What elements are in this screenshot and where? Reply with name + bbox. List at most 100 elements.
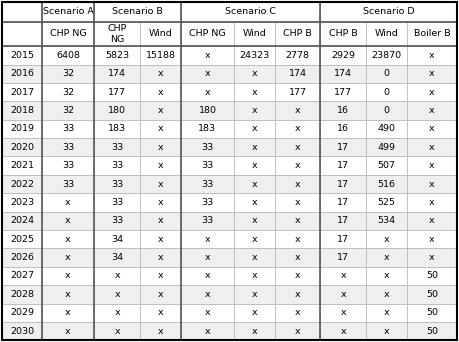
Bar (95, 230, 140, 248)
Bar (234, 322, 275, 340)
Bar (42, 22, 95, 46)
Bar (366, 175, 407, 193)
Bar (42, 156, 95, 175)
Text: x: x (65, 235, 71, 244)
Text: 490: 490 (378, 124, 396, 133)
Bar (95, 303, 140, 322)
Bar (407, 175, 457, 193)
Bar (2, 156, 42, 175)
Text: 5823: 5823 (105, 51, 129, 60)
Bar (275, 175, 320, 193)
Bar (234, 285, 275, 303)
Bar (320, 248, 366, 267)
Text: x: x (252, 290, 257, 299)
Bar (42, 248, 95, 267)
Bar (95, 193, 140, 212)
Bar (407, 120, 457, 138)
Bar (2, 156, 42, 175)
Bar (320, 83, 366, 101)
Text: x: x (158, 198, 163, 207)
Bar (234, 212, 275, 230)
Text: 2019: 2019 (10, 124, 34, 133)
Bar (42, 248, 95, 267)
Text: x: x (295, 253, 301, 262)
Text: 33: 33 (202, 143, 213, 152)
Bar (407, 83, 457, 101)
Bar (407, 46, 457, 65)
Bar (2, 120, 42, 138)
Bar (181, 285, 234, 303)
Bar (42, 322, 95, 340)
Bar (320, 285, 366, 303)
Bar (140, 285, 181, 303)
Text: 33: 33 (62, 143, 74, 152)
Bar (2, 175, 42, 193)
Bar (42, 65, 95, 83)
Bar (366, 322, 407, 340)
Text: x: x (65, 198, 71, 207)
Bar (42, 230, 95, 248)
Bar (234, 120, 275, 138)
Bar (42, 267, 95, 285)
Bar (275, 193, 320, 212)
Bar (320, 212, 366, 230)
Text: 180: 180 (108, 106, 126, 115)
Bar (407, 230, 457, 248)
Bar (320, 156, 366, 175)
Text: 32: 32 (62, 106, 74, 115)
Bar (407, 285, 457, 303)
Text: 32: 32 (62, 88, 74, 97)
Bar (320, 2, 457, 22)
Text: CHP NG: CHP NG (189, 29, 226, 38)
Bar (366, 193, 407, 212)
Bar (275, 156, 320, 175)
Bar (42, 193, 95, 212)
Bar (140, 22, 181, 46)
Text: x: x (252, 216, 257, 225)
Text: x: x (295, 290, 301, 299)
Text: x: x (429, 143, 435, 152)
Text: x: x (295, 272, 301, 280)
Bar (320, 230, 366, 248)
Text: x: x (158, 180, 163, 188)
Text: 177: 177 (334, 88, 353, 97)
Bar (2, 46, 42, 65)
Bar (181, 2, 320, 22)
Bar (140, 83, 181, 101)
Bar (234, 138, 275, 156)
Text: x: x (114, 290, 120, 299)
Bar (181, 65, 234, 83)
Bar (140, 46, 181, 65)
Text: 16: 16 (337, 124, 349, 133)
Text: x: x (252, 161, 257, 170)
Bar (95, 138, 140, 156)
Bar (95, 322, 140, 340)
Bar (320, 193, 366, 212)
Text: x: x (252, 124, 257, 133)
Bar (2, 230, 42, 248)
Bar (181, 46, 234, 65)
Text: x: x (341, 272, 346, 280)
Bar (320, 322, 366, 340)
Bar (42, 193, 95, 212)
Bar (95, 2, 181, 22)
Text: x: x (252, 308, 257, 317)
Text: 2028: 2028 (10, 290, 34, 299)
Text: 525: 525 (378, 198, 396, 207)
Bar (275, 138, 320, 156)
Bar (234, 267, 275, 285)
Text: 50: 50 (426, 308, 438, 317)
Text: x: x (384, 235, 390, 244)
Bar (275, 212, 320, 230)
Text: x: x (252, 272, 257, 280)
Bar (2, 65, 42, 83)
Bar (320, 46, 366, 65)
Text: x: x (205, 69, 210, 78)
Bar (366, 22, 407, 46)
Bar (275, 230, 320, 248)
Text: x: x (158, 143, 163, 152)
Bar (2, 248, 42, 267)
Bar (140, 138, 181, 156)
Bar (2, 285, 42, 303)
Bar (42, 101, 95, 120)
